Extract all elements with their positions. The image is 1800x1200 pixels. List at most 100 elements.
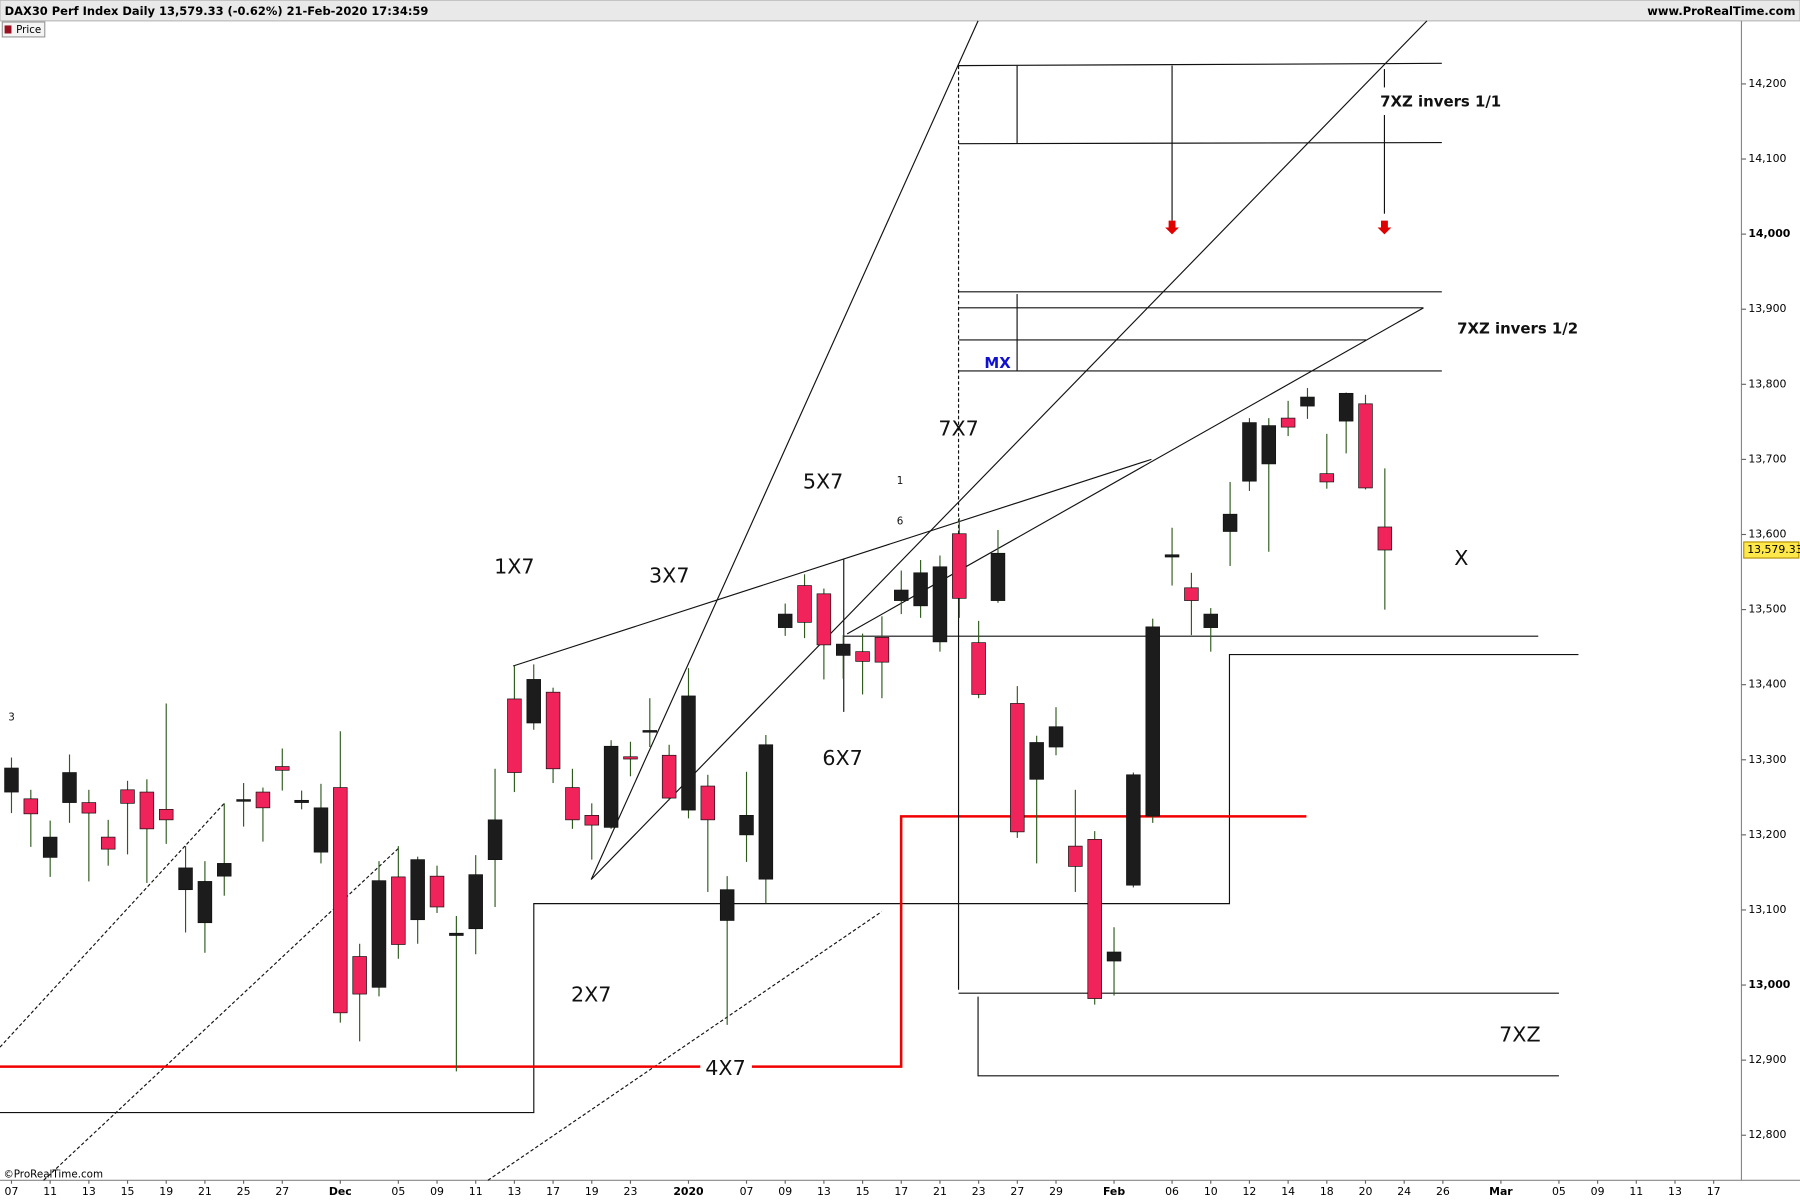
candle-body	[1184, 587, 1199, 601]
candle-body	[1377, 526, 1393, 551]
candle-body	[275, 766, 290, 771]
x-tick-label: 20	[1359, 1185, 1373, 1198]
candle-body	[1010, 703, 1025, 833]
candle-body	[1106, 951, 1122, 962]
candle-body	[1300, 396, 1315, 407]
candle-body	[894, 589, 909, 601]
x-tick-label: 17	[546, 1185, 560, 1198]
panel-label-box[interactable]	[1, 21, 46, 38]
panel-icon	[4, 25, 12, 34]
y-tick-label: 13,900	[1748, 302, 1786, 315]
candle-body	[1126, 774, 1141, 886]
candle-body	[758, 744, 774, 880]
candle-body	[4, 767, 19, 793]
candle-body	[158, 808, 174, 821]
candle-body	[1280, 417, 1296, 428]
candle-body	[487, 819, 503, 860]
x-tick-label: 15	[856, 1185, 870, 1198]
candle-body	[468, 874, 483, 930]
x-tick-label: 2020	[673, 1185, 704, 1198]
candle-body	[1338, 392, 1354, 422]
candle-body	[449, 932, 464, 936]
annotation: 7X7	[938, 417, 978, 441]
candle-body	[1222, 513, 1238, 532]
candle-body	[584, 814, 600, 826]
candle-body	[507, 698, 522, 773]
header-bar	[0, 0, 1800, 22]
candle-body	[139, 791, 155, 830]
annotation: 6	[897, 515, 904, 527]
x-tick-label: Dec	[329, 1185, 352, 1198]
candle-body	[23, 798, 39, 815]
candle-body	[1145, 626, 1160, 817]
y-tick-label: 13,800	[1748, 377, 1786, 390]
candle-body	[777, 613, 793, 628]
candle-body	[333, 787, 348, 1014]
candle-body	[255, 791, 271, 809]
candle-body	[719, 889, 735, 921]
candle-body	[932, 566, 948, 643]
candle-body	[197, 881, 213, 924]
candle-body	[120, 789, 135, 804]
x-tick-label: 06	[1165, 1185, 1179, 1198]
candle-body	[313, 807, 329, 853]
x-tick-label: Mar	[1489, 1185, 1513, 1198]
x-tick-label: 05	[1552, 1185, 1566, 1198]
panel-label[interactable]: Price	[16, 24, 41, 36]
candle-body	[913, 572, 928, 607]
x-tick-label: 07	[5, 1185, 19, 1198]
x-tick-label: Feb	[1103, 1185, 1125, 1198]
candle-body	[1068, 845, 1083, 867]
x-tick-label: 27	[1010, 1185, 1024, 1198]
candle-body	[1242, 422, 1257, 482]
annotation: 6X7	[822, 746, 862, 770]
candle-body	[855, 651, 870, 662]
x-tick-label: 12	[1243, 1185, 1257, 1198]
x-tick-label: 13	[82, 1185, 96, 1198]
annotation: 5X7	[803, 469, 843, 493]
x-tick-label: 11	[1629, 1185, 1643, 1198]
candle-body	[642, 730, 658, 733]
candle-body	[81, 802, 97, 814]
candle-body	[797, 585, 812, 623]
y-tick-label: 13,100	[1748, 903, 1786, 916]
last-price-label: 13,579.33	[1747, 543, 1800, 556]
x-tick-label: 26	[1436, 1185, 1450, 1198]
candle-body	[429, 875, 445, 908]
x-tick-label: 09	[430, 1185, 444, 1198]
x-tick-label: 11	[469, 1185, 483, 1198]
candle-body	[352, 956, 367, 995]
annotation: 1X7	[494, 554, 534, 578]
y-tick-label: 13,500	[1748, 603, 1786, 616]
candle-body	[971, 642, 986, 695]
candle-body	[603, 745, 619, 828]
candle-body	[739, 814, 754, 836]
annotation: 7XZ invers 1/1	[1380, 92, 1501, 110]
x-tick-label: 21	[933, 1185, 947, 1198]
x-tick-label: 09	[778, 1185, 792, 1198]
candle-body	[178, 867, 193, 891]
candle-body	[217, 863, 232, 877]
header-title: DAX30 Perf Index Daily 13,579.33 (-0.62%…	[5, 4, 429, 18]
annotation: 4X7	[705, 1056, 745, 1080]
header-site[interactable]: www.ProRealTime.com	[1647, 4, 1795, 18]
x-tick-label: 19	[585, 1185, 599, 1198]
candle-body	[1358, 403, 1373, 489]
candle-body	[952, 533, 967, 599]
y-tick-label: 13,700	[1748, 452, 1786, 465]
x-tick-label: 15	[121, 1185, 135, 1198]
y-tick-label: 14,200	[1748, 77, 1786, 90]
x-tick-label: 29	[1049, 1185, 1063, 1198]
x-tick-label: 07	[740, 1185, 754, 1198]
candle-body	[836, 643, 851, 656]
x-tick-label: 21	[198, 1185, 212, 1198]
candle-body	[100, 836, 116, 850]
x-tick-label: 13	[507, 1185, 521, 1198]
y-tick-label: 13,600	[1748, 527, 1786, 540]
candle-body	[62, 772, 77, 803]
y-tick-label: 12,900	[1748, 1053, 1786, 1066]
candle-body	[391, 876, 406, 945]
x-tick-label: 09	[1591, 1185, 1605, 1198]
y-tick-label: 14,100	[1748, 152, 1786, 165]
candle-body	[236, 799, 251, 802]
